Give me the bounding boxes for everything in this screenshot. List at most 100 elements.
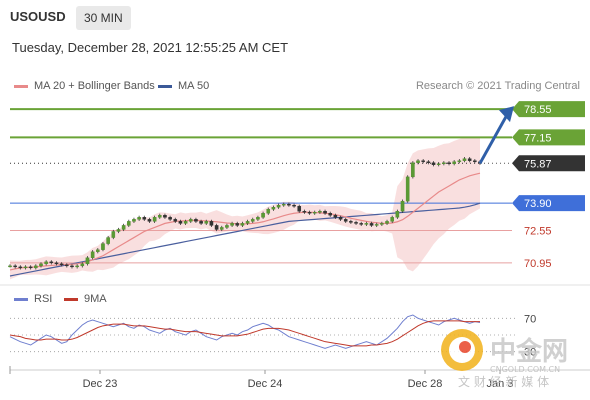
candle-body [59, 263, 64, 266]
candle-body [142, 217, 147, 220]
legend-ma50: MA 50 [158, 80, 209, 92]
candle-body [447, 162, 451, 164]
candle-body [230, 223, 234, 226]
level-tag-78-55 [512, 101, 585, 118]
candles [8, 157, 482, 270]
candle-body [250, 219, 255, 222]
candle-body [13, 265, 17, 268]
candle-body [385, 221, 389, 224]
candle-body [452, 161, 456, 164]
candle-body [261, 213, 265, 218]
candle-body [436, 163, 441, 165]
candle-body [473, 160, 477, 162]
symbol-label: USOUSD [10, 9, 66, 24]
rsi-level-label-70: 70 [524, 313, 536, 325]
candle-body [80, 263, 85, 267]
candle-body [54, 262, 59, 265]
candle-body [96, 249, 100, 252]
level-label-70-95: 70.95 [524, 258, 552, 270]
candle-body [302, 211, 307, 213]
candle-body [147, 219, 152, 222]
level-tag-75-87 [512, 155, 585, 172]
candle-body [281, 203, 286, 206]
candle-body [462, 158, 467, 161]
candle-body [467, 158, 472, 161]
candle-body [318, 211, 322, 213]
level-tag-73-90 [512, 195, 585, 212]
candle-body [369, 223, 374, 226]
candle-body [338, 217, 343, 220]
x-tick-label: Jan 3 [487, 378, 514, 390]
top-bar: USOUSD 30 MIN [0, 0, 590, 36]
candle-body [18, 266, 23, 269]
candle-body [101, 243, 105, 250]
candle-body [121, 225, 126, 230]
legend-ma20: MA 20 + Bollinger Bands [14, 80, 155, 92]
candle-body [23, 266, 28, 269]
projection-arrow-head [499, 106, 514, 123]
candle-body [34, 265, 38, 269]
candle-body [328, 213, 333, 216]
research-credit: Research © 2021 Trading Central [415, 80, 580, 92]
candle-body [411, 162, 415, 178]
level-label-77-15: 77.15 [524, 132, 552, 144]
candle-body [374, 224, 379, 226]
ma9-swatch [64, 297, 78, 301]
rsi-line [9, 314, 481, 349]
candle-body [90, 251, 95, 258]
candle-body [39, 263, 43, 267]
candle-body [152, 217, 157, 222]
ma50-swatch [158, 84, 172, 88]
ma20-label: MA 20 + Bollinger Bands [34, 80, 155, 92]
candle-body [188, 219, 193, 222]
candle-body [194, 219, 198, 222]
candle-body [106, 237, 110, 244]
candle-body [235, 223, 240, 226]
watermark-logo-dot [459, 341, 471, 353]
watermark-brand: 中金网 [490, 336, 568, 367]
candle-body [307, 212, 312, 214]
candle-body [209, 221, 214, 226]
candle-body [359, 223, 364, 225]
candle-body [225, 225, 229, 228]
candle-body [219, 227, 224, 230]
timeframe-button[interactable]: 30 MIN [76, 6, 131, 30]
candle-body [297, 205, 302, 212]
ma50-label: MA 50 [178, 80, 210, 92]
candle-body [85, 257, 90, 265]
ma20-swatch [14, 84, 28, 88]
candle-body [390, 217, 394, 222]
level-label-73-90: 73.90 [524, 198, 552, 210]
x-tick-label: Dec 24 [248, 378, 283, 390]
candle-body [292, 204, 296, 207]
candle-body [70, 265, 74, 268]
candle-body [287, 203, 291, 206]
candle-body [256, 217, 260, 220]
bollinger-band [10, 137, 480, 280]
legend-rsi: RSI [14, 293, 52, 305]
candle-body [157, 215, 162, 218]
candle-body [312, 212, 317, 214]
level-label-72-55: 72.55 [524, 225, 552, 237]
rsi-swatch [14, 297, 28, 301]
candle-body [168, 217, 172, 220]
candle-body [457, 160, 462, 162]
rsi-ma9-line [9, 320, 480, 347]
candle-body [173, 219, 178, 222]
level-label-75-87: 75.87 [524, 158, 552, 170]
candle-body [132, 219, 136, 222]
candle-body [75, 265, 79, 268]
candle-body [199, 221, 203, 224]
candle-body [204, 221, 209, 224]
candle-body [271, 207, 276, 210]
ma9-label: 9MA [84, 293, 107, 305]
candle-body [240, 223, 245, 226]
candle-body [8, 265, 12, 268]
candle-body [426, 161, 431, 163]
candle-body [431, 162, 436, 165]
rsi-level-label-30: 30 [524, 347, 536, 359]
candle-body [380, 223, 384, 225]
candle-body [65, 264, 69, 267]
